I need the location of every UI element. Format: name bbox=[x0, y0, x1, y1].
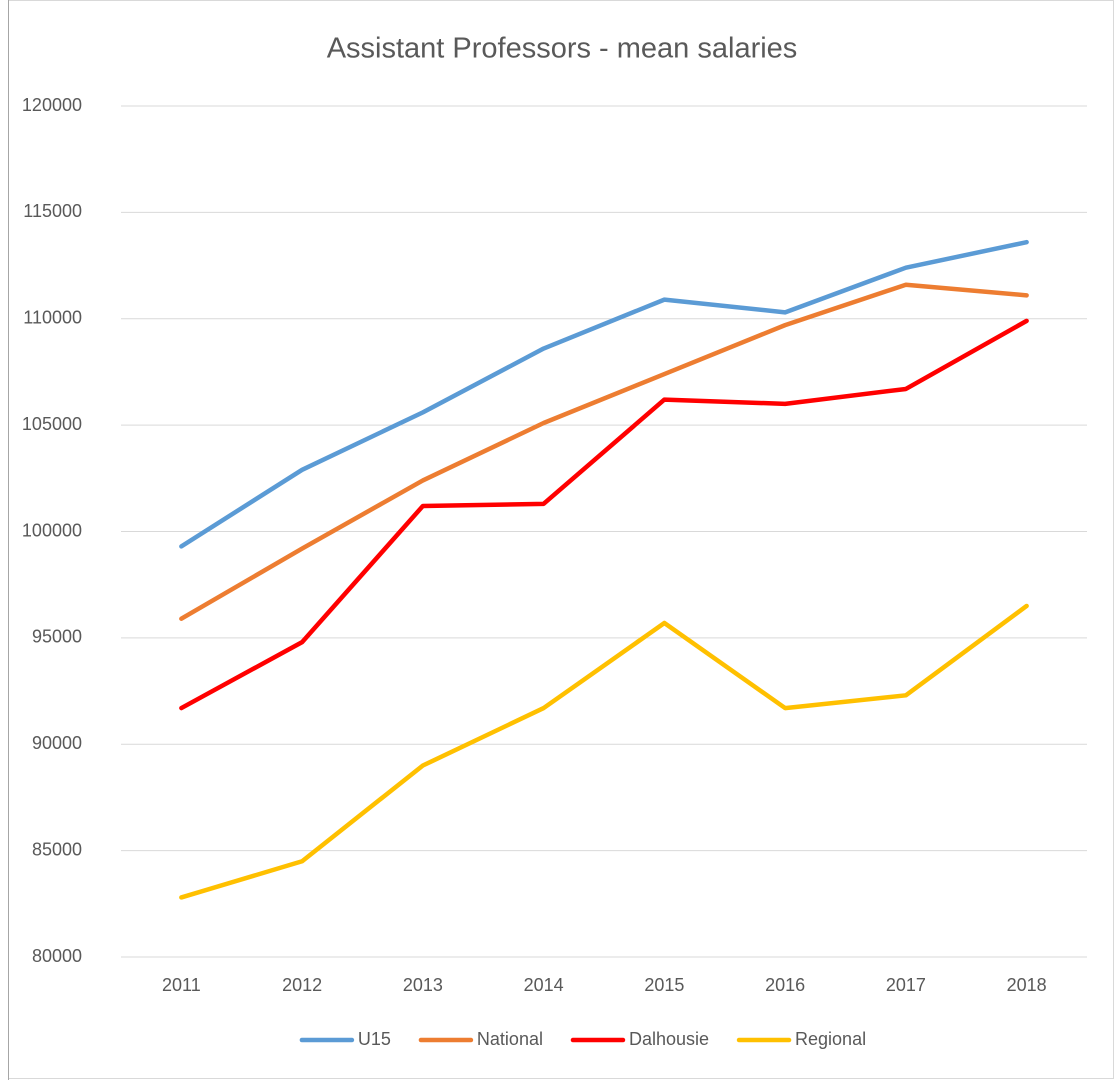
x-tick-label: 2011 bbox=[162, 975, 201, 995]
y-tick-label: 120000 bbox=[22, 95, 82, 115]
y-tick-label: 90000 bbox=[32, 733, 82, 753]
x-tick-label: 2016 bbox=[765, 975, 805, 995]
y-tick-label: 100000 bbox=[22, 520, 82, 540]
series-line bbox=[179, 239, 1029, 549]
x-tick-label: 2017 bbox=[886, 975, 926, 995]
x-tick-label: 2015 bbox=[644, 975, 684, 995]
y-tick-label: 105000 bbox=[22, 414, 82, 434]
y-tick-label: 95000 bbox=[32, 627, 82, 647]
legend-label: National bbox=[477, 1029, 543, 1049]
legend-label: Dalhousie bbox=[629, 1029, 709, 1049]
y-tick-label: 110000 bbox=[23, 308, 82, 328]
legend-label: Regional bbox=[795, 1029, 866, 1049]
series-line bbox=[179, 603, 1029, 900]
series-line bbox=[179, 282, 1029, 621]
y-tick-label: 80000 bbox=[32, 946, 82, 966]
y-tick-label: 85000 bbox=[32, 839, 82, 859]
y-tick-label: 115000 bbox=[23, 201, 82, 221]
x-tick-label: 2013 bbox=[403, 975, 443, 995]
series-line bbox=[179, 318, 1029, 711]
x-tick-label: 2012 bbox=[282, 975, 322, 995]
chart-title: Assistant Professors - mean salaries bbox=[327, 33, 798, 65]
chart-frame bbox=[8, 0, 1114, 1079]
x-tick-label: 2014 bbox=[524, 975, 564, 995]
legend-label: U15 bbox=[358, 1029, 391, 1049]
x-tick-label: 2018 bbox=[1007, 975, 1047, 995]
